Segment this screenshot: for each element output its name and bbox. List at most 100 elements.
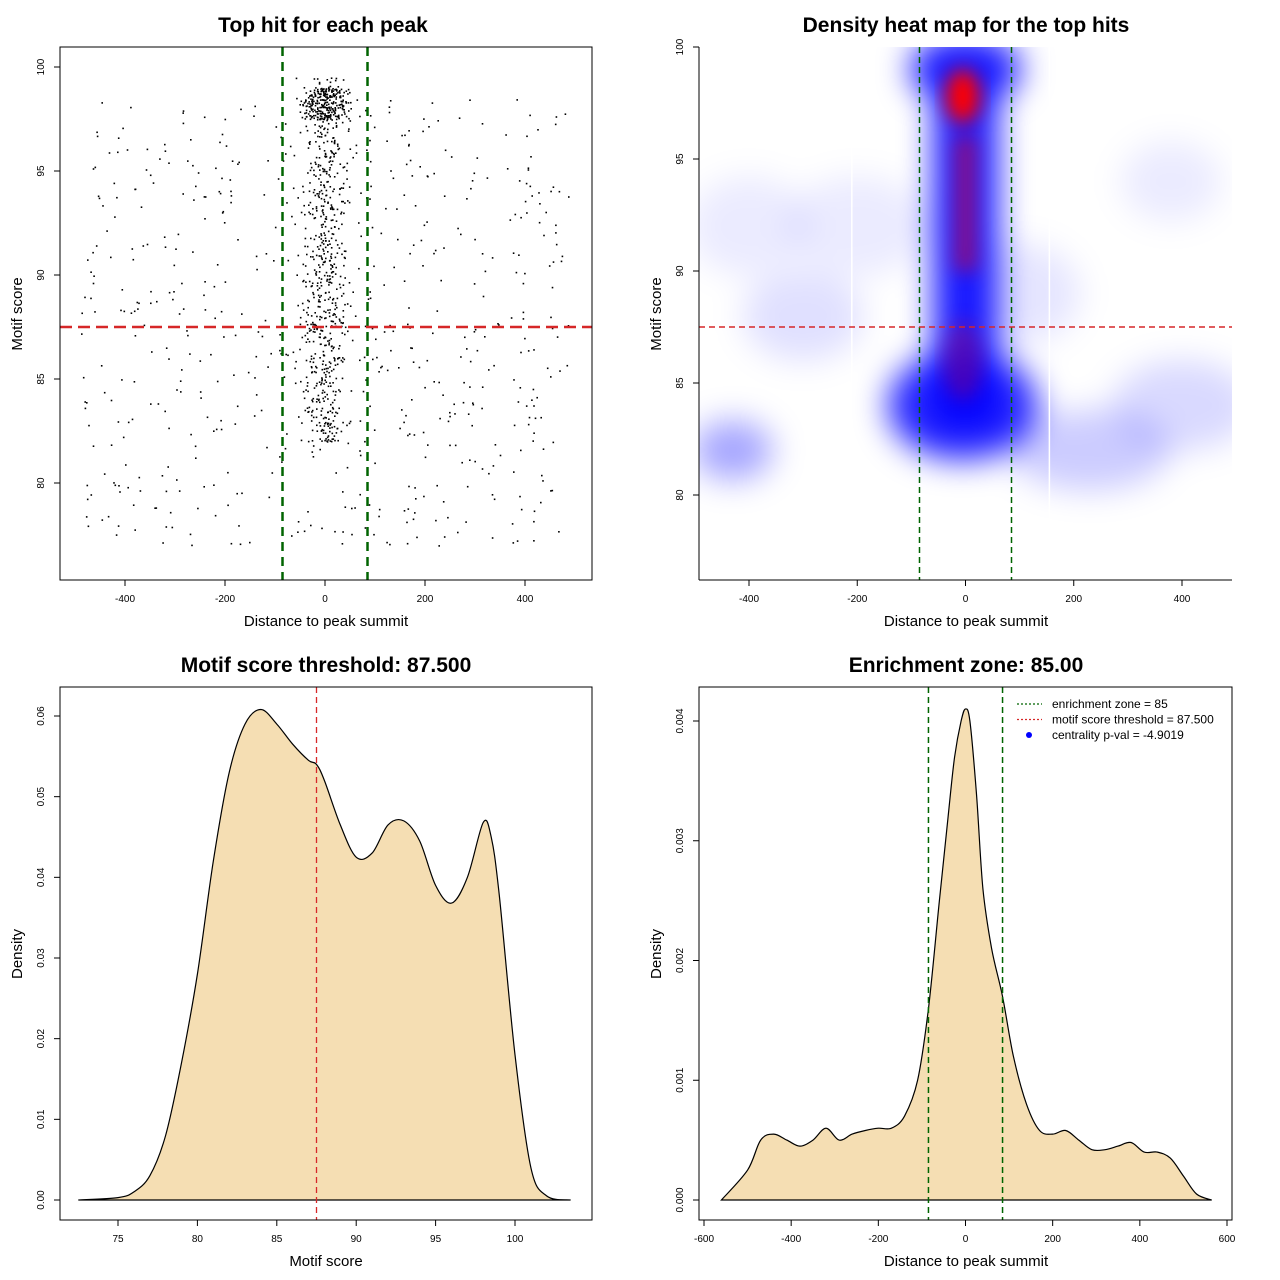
- scatter-y-axis-label: Motif score: [9, 277, 26, 350]
- scatter-point: [538, 221, 541, 224]
- scatter-point: [121, 289, 124, 291]
- enrichment-density-panel: Enrichment zone: 85.00 -600 -400 -200 0 200 4…: [648, 654, 1236, 1270]
- scatter-point: [114, 484, 117, 487]
- scatter-point: [320, 93, 322, 95]
- scatter-point: [310, 116, 313, 119]
- scatter-point: [120, 309, 122, 312]
- scatter-point: [255, 255, 258, 258]
- scatter-point: [383, 331, 386, 333]
- scatter-point: [466, 348, 468, 350]
- scatter-point: [522, 311, 525, 314]
- scatter-point: [302, 185, 304, 188]
- x-tick-label: 0: [322, 594, 328, 605]
- scatter-point: [338, 193, 341, 196]
- scatter-point: [560, 260, 563, 263]
- scatter-point: [317, 135, 319, 138]
- scatter-point: [189, 353, 191, 355]
- scatter-point: [324, 396, 327, 398]
- scatter-point: [301, 116, 304, 119]
- scatter-point: [493, 364, 495, 367]
- scatter-point: [412, 518, 415, 521]
- scatter-point: [327, 411, 329, 413]
- y-tick-label: 0.00: [36, 1190, 47, 1210]
- scatter-point: [481, 468, 484, 470]
- scatter-point: [330, 247, 333, 249]
- scatter-point: [465, 521, 467, 523]
- scatter-point: [326, 96, 328, 98]
- scatter-point: [324, 101, 327, 104]
- scatter-point: [325, 189, 328, 192]
- scatter-point: [309, 90, 312, 92]
- scatter-point: [335, 220, 338, 222]
- scatter-point: [305, 281, 307, 283]
- scatter-point: [321, 368, 324, 371]
- scatter-point: [493, 498, 496, 501]
- y-tick-label: 0.004: [675, 708, 686, 733]
- scatter-point: [326, 119, 328, 122]
- scatter-point: [536, 396, 538, 399]
- scatter-point: [319, 296, 321, 298]
- scatter-point: [204, 281, 206, 283]
- x-tick-label: 80: [192, 1234, 204, 1245]
- scatter-point: [138, 476, 141, 479]
- scatter-point: [415, 498, 417, 500]
- scatter-point: [321, 88, 324, 91]
- scatter-point: [330, 106, 332, 109]
- scatter-point: [320, 414, 323, 416]
- scatter-point: [337, 358, 339, 360]
- scatter-x-ticks: -400 -200 0 200 400: [115, 580, 534, 605]
- scatter-point: [310, 237, 312, 240]
- scatter-point: [335, 390, 337, 393]
- scatter-point: [98, 197, 101, 200]
- scatter-point: [324, 374, 327, 376]
- scatter-point: [329, 95, 331, 97]
- scatter-point: [127, 421, 130, 424]
- y-tick-label: 85: [36, 373, 47, 385]
- scatter-point: [297, 304, 299, 307]
- scatter-point: [343, 212, 345, 215]
- scatter-point: [331, 233, 334, 235]
- scatter-point: [329, 332, 332, 335]
- scatter-point: [305, 125, 308, 128]
- scatter-point: [230, 190, 232, 193]
- scatter-point: [321, 527, 323, 530]
- scatter-point: [193, 199, 195, 201]
- scatter-point: [330, 338, 332, 340]
- scatter-point: [413, 434, 416, 436]
- scatter-point: [322, 397, 324, 400]
- scatter-point: [324, 234, 326, 236]
- scatter-point: [518, 254, 520, 256]
- scatter-point: [319, 301, 321, 303]
- scatter-point: [318, 102, 321, 105]
- scatter-point: [550, 190, 552, 193]
- scatter-point: [308, 280, 311, 283]
- scatter-point: [306, 385, 309, 387]
- scatter-point: [515, 271, 518, 274]
- scatter-point: [310, 98, 312, 100]
- scatter-point: [334, 94, 336, 97]
- scatter-point: [341, 361, 344, 363]
- scatter-point: [118, 485, 120, 487]
- scatter-point: [554, 123, 557, 126]
- scatter-point: [145, 169, 148, 171]
- scatter-point: [240, 108, 242, 111]
- scatter-point: [332, 94, 335, 97]
- scatter-point: [322, 213, 325, 216]
- scatter-point: [472, 403, 475, 406]
- scatter-point: [330, 264, 332, 266]
- scatter-point: [82, 376, 85, 379]
- scatter-point: [320, 382, 323, 384]
- scatter-point: [316, 315, 318, 318]
- scatter-point: [328, 174, 330, 176]
- scatter-point: [369, 198, 371, 200]
- scatter-point: [321, 241, 323, 244]
- scatter-point: [178, 313, 181, 315]
- scatter-point: [464, 336, 466, 339]
- scatter-point: [329, 309, 331, 311]
- scatter-point: [149, 174, 152, 177]
- scatter-point: [341, 295, 343, 297]
- scatter-point: [320, 238, 323, 240]
- scatter-point: [373, 533, 375, 536]
- scatter-point: [312, 293, 315, 296]
- scatter-point: [332, 382, 334, 384]
